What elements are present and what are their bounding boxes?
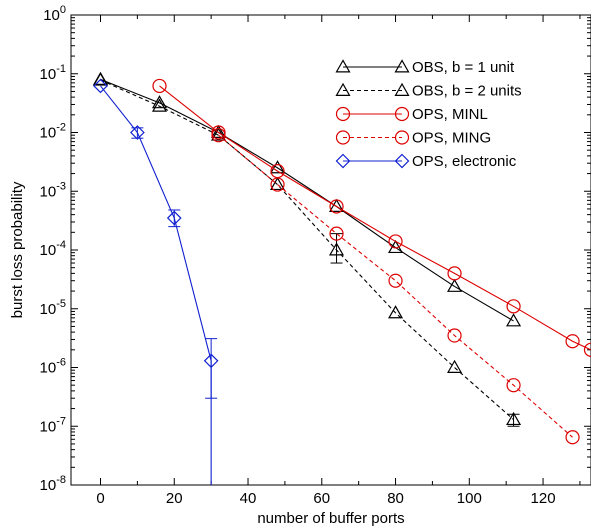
series-line [218,134,573,438]
data-point [447,359,463,373]
x-tick-label: 60 [313,490,330,507]
y-tick-label: 10-8 [40,474,66,494]
data-point [269,160,286,174]
series-4 [93,78,219,485]
data-point [210,124,227,138]
axis-ticks: 0 20 40 60 80 100 120 100 10-1 10-2 10-3 10-4 10-5 10… [40,4,591,507]
legend-entry: OBS, b = 1 unit [335,59,515,76]
y-tick-label: 10-6 [40,357,66,377]
legend-marker [394,153,410,169]
data-point [583,342,591,357]
y-tick-label: 10-5 [40,298,66,318]
y-tick-label: 100 [43,4,66,24]
legend-entry: OPS, MINL [335,106,488,123]
legend-marker [335,59,351,73]
legend-entry: OPS, electronic [335,153,517,170]
legend-marker [394,130,410,145]
x-tick-label: 120 [531,490,556,507]
legend-label: OPS, MING [412,130,491,147]
data-point [447,266,462,281]
data-point [166,210,182,226]
x-tick-label: 40 [240,490,257,507]
data-point [388,234,403,249]
legend-label: OPS, MINL [412,106,488,123]
x-tick-label: 0 [96,490,104,507]
data-point [130,125,145,140]
series-line [100,79,514,420]
series-layer [92,71,591,485]
series-line [100,78,514,322]
y-tick-label: 10-7 [40,415,66,435]
data-point [506,313,522,327]
data-point [92,72,109,86]
series-3 [211,128,580,445]
x-axis-label: number of buffer ports [257,510,404,527]
y-tick-label: 10-3 [40,180,66,200]
data-point [506,411,522,426]
legend-entry: OBS, b = 2 units [335,82,522,100]
data-point [447,278,463,292]
legend-marker [335,106,351,122]
legend-label: OBS, b = 1 unit [412,59,515,76]
data-point [565,430,580,445]
data-point [270,177,285,192]
legend-marker [335,130,351,145]
series-line [100,85,212,485]
series-clip-group [92,71,591,485]
data-point [152,78,167,94]
data-point [151,95,168,109]
legend-label: OBS, b = 2 units [412,83,522,100]
series-line [159,85,591,351]
data-point [269,176,286,191]
data-point [329,199,344,214]
y-axis-label: burst loss probability [9,181,26,318]
data-point [506,378,521,393]
x-tick-label: 80 [387,490,404,507]
data-point [447,328,462,343]
series-2 [152,78,591,357]
legend-marker [394,59,410,73]
legend-marker [335,153,351,169]
legend-marker [394,106,410,122]
x-tick-label: 100 [457,490,482,507]
legend-label: OPS, electronic [412,153,517,170]
data-point [506,299,521,314]
y-tick-label: 10-2 [40,122,66,142]
legend-marker [335,82,351,96]
data-point [203,353,219,369]
data-point [565,334,580,349]
x-tick-label: 20 [166,490,183,507]
data-point [388,305,404,319]
legend-entry: OPS, MING [335,130,491,147]
y-tick-label: 10-1 [40,63,66,83]
data-point [93,78,108,94]
legend: OBS, b = 1 unit OBS, b = 2 units OPS, MINL… [335,59,522,170]
data-point [211,128,226,143]
data-point [328,242,345,256]
data-point [151,98,168,112]
data-point [388,273,403,288]
data-point [328,198,345,212]
legend-marker [394,82,410,96]
series-1 [92,72,522,427]
data-point [329,226,344,241]
y-tick-label: 10-4 [40,239,66,259]
